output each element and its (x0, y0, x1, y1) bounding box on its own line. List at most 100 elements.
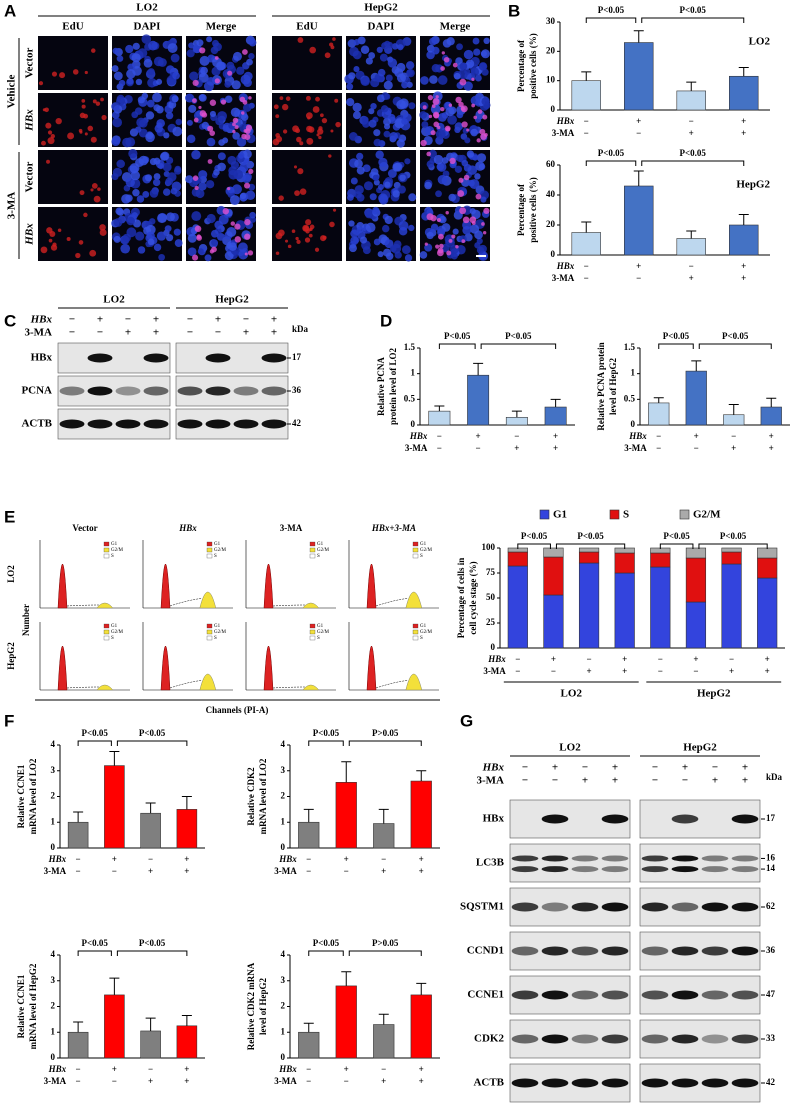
bar-segment (614, 552, 635, 574)
bar (104, 994, 125, 1059)
mini-legend-label: G1 (317, 624, 324, 629)
nucleus (350, 229, 359, 238)
nucleus (370, 168, 379, 176)
nucleus (475, 161, 485, 171)
g2-peak (96, 602, 114, 609)
blot-band (601, 1034, 629, 1044)
nucleus (172, 71, 180, 80)
edu-spot (424, 242, 428, 246)
nucleus (135, 231, 145, 241)
y-tick-label: 25 (486, 617, 496, 627)
y-tick-label: 100 (482, 542, 496, 552)
edu-spot (471, 103, 476, 108)
nucleus (360, 45, 370, 54)
nucleus (160, 151, 170, 161)
bar (505, 416, 528, 426)
blot-band (701, 990, 729, 1000)
bar-segment (507, 551, 528, 567)
nucleus (127, 63, 135, 71)
mini-legend-swatch (412, 553, 419, 559)
significance-label: P<0.05 (521, 531, 548, 541)
blot-band (541, 1034, 569, 1044)
nucleus (439, 215, 447, 224)
nucleus (365, 57, 373, 65)
condition-sign: + (243, 327, 249, 339)
nucleus (464, 68, 471, 75)
edu-spot (192, 175, 199, 181)
g1-peak (366, 646, 377, 691)
nucleus (113, 71, 123, 81)
blot-band (261, 353, 287, 363)
channel-label: DAPI (368, 21, 395, 33)
blot-band (571, 1034, 599, 1044)
condition-sign: − (515, 654, 520, 664)
nucleus (191, 150, 201, 160)
significance-label: P<0.05 (82, 938, 109, 948)
nucleus (368, 119, 377, 128)
condition-sign: + (741, 261, 746, 271)
g1-peak (57, 646, 68, 691)
edu-spot (214, 56, 219, 60)
edu-spot (436, 218, 441, 223)
significance-label: P<0.05 (444, 331, 471, 341)
nucleus (362, 164, 371, 173)
edu-spot (307, 116, 311, 120)
edu-spot (72, 69, 79, 75)
condition-sign: + (381, 866, 386, 876)
blot-band (143, 353, 169, 363)
mini-legend-label: G1 (214, 624, 221, 629)
nucleus (154, 124, 163, 133)
nucleus (115, 207, 124, 216)
nucleus (480, 49, 490, 59)
nucleus (446, 37, 455, 46)
nucleus (364, 209, 374, 219)
condition-sign: − (69, 314, 75, 326)
nucleus (126, 77, 134, 85)
blot-band (731, 946, 759, 956)
nucleus (379, 53, 388, 62)
condition-sign: + (112, 854, 117, 864)
y-tick-label: 0 (281, 842, 286, 852)
nucleus (217, 111, 228, 121)
blot-band (233, 386, 259, 396)
g2-peak (96, 684, 114, 691)
bar (335, 782, 357, 849)
nucleus (447, 114, 457, 125)
nucleus (157, 59, 164, 66)
nucleus (386, 41, 394, 49)
edu-spot (194, 185, 199, 191)
micrograph (38, 207, 108, 261)
condition-sign: + (97, 314, 103, 326)
condition-sign: − (112, 866, 117, 876)
g2-peak (405, 673, 423, 691)
g1-peak (57, 564, 68, 609)
edu-spot (309, 46, 316, 54)
g1-peak (263, 564, 274, 609)
blot-band (671, 902, 699, 912)
condition-sign: − (148, 1064, 153, 1074)
mini-legend-swatch (206, 629, 213, 635)
kda-label: 47 (766, 989, 776, 999)
edu-spot (67, 132, 75, 140)
nucleus (188, 42, 195, 49)
edu-spot (83, 113, 89, 119)
condition-label: 3-MA (44, 866, 67, 876)
nucleus (205, 180, 215, 189)
condition-label: HBx (487, 654, 506, 664)
nucleus (217, 162, 226, 172)
nucleus (480, 196, 487, 203)
edu-spot (317, 128, 324, 135)
bar (467, 374, 490, 426)
condition-sign: + (271, 314, 277, 326)
nucleus (236, 137, 247, 147)
mini-legend-label: G2/M (420, 548, 433, 553)
edu-spot (282, 129, 288, 134)
error-bar (691, 360, 702, 372)
kda-label: 33 (766, 1033, 776, 1043)
condition-sign: − (584, 273, 589, 283)
y-tick-label: 0 (281, 1052, 286, 1062)
blot-band (571, 946, 599, 956)
significance-bracket (308, 740, 344, 746)
edu-spot (440, 106, 445, 112)
nucleus (476, 246, 485, 254)
